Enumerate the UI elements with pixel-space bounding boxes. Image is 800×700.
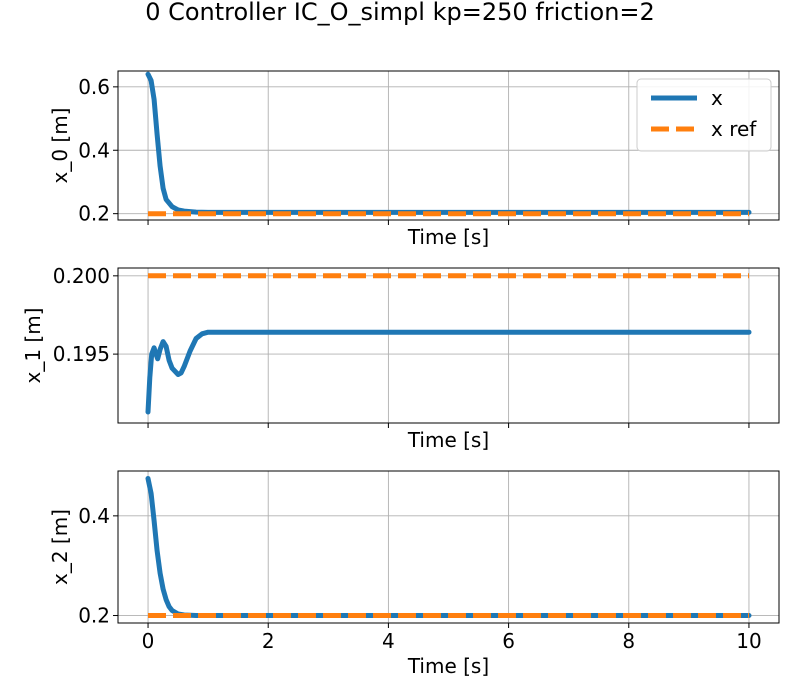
x-axis-label: Time [s] (407, 225, 489, 249)
y-tick-label: 0.4 (78, 138, 110, 162)
legend-label-x: x (711, 86, 723, 110)
axes-frame (117, 70, 780, 221)
x-tick-label: 6 (502, 629, 515, 653)
series-x-line (145, 476, 752, 618)
subplot-0: 0.2 0.4 0.6 Time [s] x_0 [m] x x ref (48, 70, 780, 249)
axes-frame (117, 470, 780, 624)
x-tick-label: 4 (382, 629, 395, 653)
y-tick-label: 0.2 (78, 604, 110, 628)
legend-label-x-ref: x ref (711, 117, 757, 141)
x-tick-label: 2 (262, 629, 275, 653)
chart-title: 0 Controller IC_O_simpl kp=250 friction=… (145, 0, 655, 26)
x-tick-label: 10 (736, 629, 761, 653)
x-tick-label: 8 (622, 629, 635, 653)
x-axis-label: Time [s] (407, 428, 489, 452)
y-tick-label: 0.4 (78, 504, 110, 528)
y-axis-label: x_1 [m] (21, 307, 45, 383)
series-x-line (145, 329, 752, 415)
y-tick-label: 0.200 (53, 264, 110, 288)
y-tick-label: 0.6 (78, 75, 110, 99)
y-axis-label: x_2 [m] (48, 509, 72, 585)
y-tick-label: 0.2 (78, 202, 110, 226)
y-axis-label: x_0 [m] (48, 107, 72, 183)
legend: x x ref (636, 78, 772, 152)
subplot-1: 0.195 0.200 Time [s] x_1 [m] (21, 264, 780, 452)
x-axis-label: Time [s] (407, 654, 489, 678)
y-tick-label: 0.195 (53, 342, 110, 366)
axes-frame (117, 267, 780, 424)
subplot-2: 0 2 4 6 8 10 0.2 0.4 Time [s] x_2 [m] (48, 470, 780, 678)
x-tick-label: 0 (142, 629, 155, 653)
